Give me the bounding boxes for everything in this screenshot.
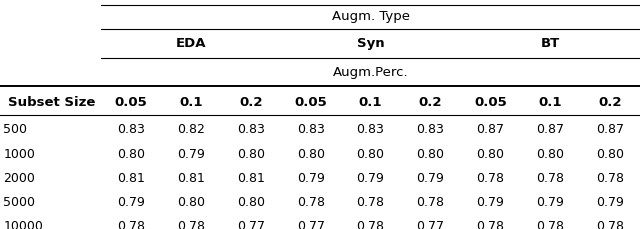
Text: 0.83: 0.83 bbox=[356, 123, 385, 136]
Text: 0.80: 0.80 bbox=[356, 147, 385, 160]
Text: 0.2: 0.2 bbox=[239, 95, 262, 108]
Text: 0.87: 0.87 bbox=[536, 123, 564, 136]
Text: 0.82: 0.82 bbox=[177, 123, 205, 136]
Text: 0.79: 0.79 bbox=[177, 147, 205, 160]
Text: 0.77: 0.77 bbox=[417, 219, 444, 229]
Text: 0.05: 0.05 bbox=[474, 95, 507, 108]
Text: 0.79: 0.79 bbox=[356, 171, 385, 184]
Text: 0.78: 0.78 bbox=[476, 219, 504, 229]
Text: 5000: 5000 bbox=[3, 195, 35, 208]
Text: 0.78: 0.78 bbox=[177, 219, 205, 229]
Text: 0.83: 0.83 bbox=[117, 123, 145, 136]
Text: 0.79: 0.79 bbox=[297, 171, 324, 184]
Text: 0.80: 0.80 bbox=[297, 147, 324, 160]
Text: 0.05: 0.05 bbox=[115, 95, 147, 108]
Text: 0.78: 0.78 bbox=[117, 219, 145, 229]
Text: 0.77: 0.77 bbox=[237, 219, 265, 229]
Text: 0.81: 0.81 bbox=[117, 171, 145, 184]
Text: 0.78: 0.78 bbox=[596, 171, 624, 184]
Text: 0.80: 0.80 bbox=[596, 147, 624, 160]
Text: 0.2: 0.2 bbox=[598, 95, 622, 108]
Text: 0.81: 0.81 bbox=[237, 171, 265, 184]
Text: 0.79: 0.79 bbox=[476, 195, 504, 208]
Text: 0.78: 0.78 bbox=[417, 195, 444, 208]
Text: 0.78: 0.78 bbox=[356, 219, 385, 229]
Text: 0.78: 0.78 bbox=[356, 195, 385, 208]
Text: 0.80: 0.80 bbox=[237, 147, 265, 160]
Text: 0.80: 0.80 bbox=[177, 195, 205, 208]
Text: 0.80: 0.80 bbox=[117, 147, 145, 160]
Text: 0.79: 0.79 bbox=[117, 195, 145, 208]
Text: 0.87: 0.87 bbox=[476, 123, 504, 136]
Text: 0.1: 0.1 bbox=[179, 95, 203, 108]
Text: BT: BT bbox=[541, 37, 560, 50]
Text: 2000: 2000 bbox=[3, 171, 35, 184]
Text: 0.87: 0.87 bbox=[596, 123, 624, 136]
Text: 0.78: 0.78 bbox=[536, 171, 564, 184]
Text: 0.79: 0.79 bbox=[536, 195, 564, 208]
Text: Augm.Perc.: Augm.Perc. bbox=[333, 66, 408, 79]
Text: 0.79: 0.79 bbox=[417, 171, 444, 184]
Text: 0.78: 0.78 bbox=[596, 219, 624, 229]
Text: 0.77: 0.77 bbox=[297, 219, 324, 229]
Text: 0.83: 0.83 bbox=[297, 123, 324, 136]
Text: Subset Size: Subset Size bbox=[8, 95, 95, 108]
Text: 0.78: 0.78 bbox=[297, 195, 324, 208]
Text: 0.80: 0.80 bbox=[237, 195, 265, 208]
Text: 0.2: 0.2 bbox=[419, 95, 442, 108]
Text: 0.78: 0.78 bbox=[536, 219, 564, 229]
Text: 0.79: 0.79 bbox=[596, 195, 624, 208]
Text: Syn: Syn bbox=[356, 37, 385, 50]
Text: 10000: 10000 bbox=[3, 219, 43, 229]
Text: 500: 500 bbox=[3, 123, 27, 136]
Text: 0.1: 0.1 bbox=[359, 95, 382, 108]
Text: 0.1: 0.1 bbox=[538, 95, 562, 108]
Text: 0.83: 0.83 bbox=[237, 123, 265, 136]
Text: EDA: EDA bbox=[176, 37, 206, 50]
Text: 0.05: 0.05 bbox=[294, 95, 327, 108]
Text: 0.78: 0.78 bbox=[476, 171, 504, 184]
Text: 1000: 1000 bbox=[3, 147, 35, 160]
Text: 0.80: 0.80 bbox=[476, 147, 504, 160]
Text: 0.80: 0.80 bbox=[536, 147, 564, 160]
Text: 0.83: 0.83 bbox=[417, 123, 444, 136]
Text: 0.80: 0.80 bbox=[417, 147, 444, 160]
Text: 0.81: 0.81 bbox=[177, 171, 205, 184]
Text: Augm. Type: Augm. Type bbox=[332, 10, 410, 22]
